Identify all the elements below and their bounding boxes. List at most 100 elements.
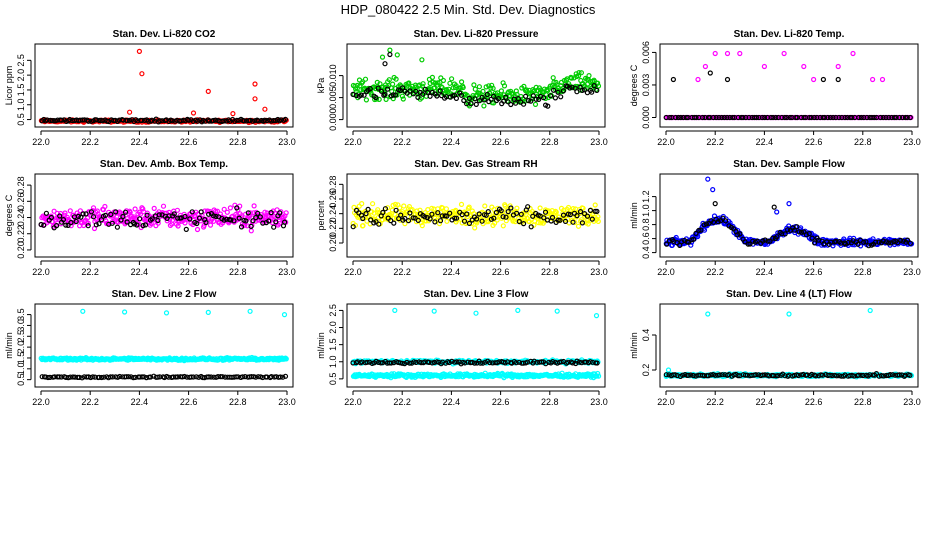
point-pass-2 [594, 208, 600, 214]
y-tick-label: 0.005 [328, 86, 338, 109]
panel-ambbox: Stan. Dev. Amb. Box Temp.degrees C22.0 22… [4, 159, 296, 277]
point-pass-2 [479, 218, 485, 224]
point-outlier [781, 50, 787, 57]
point-pass-2 [210, 213, 217, 219]
plot-frame [659, 43, 919, 128]
point-pass-2 [375, 85, 381, 91]
point-pass-2 [863, 239, 869, 245]
point-pass-1 [595, 218, 601, 224]
x-tick-label: 22.0 [32, 267, 50, 277]
point-pass-1 [483, 84, 489, 90]
point-outlier [695, 76, 701, 83]
point-pass-2 [487, 360, 493, 366]
point-pass-2 [407, 210, 413, 216]
point-pass-1 [472, 225, 478, 231]
y-axis: 0.51.01.52.02.53.03.5 [16, 308, 32, 386]
point-pass-2 [476, 211, 482, 217]
point-pass-2 [811, 114, 817, 121]
point-pass-2 [268, 210, 274, 216]
point-pass-2 [753, 114, 760, 121]
point-pass-2 [685, 372, 692, 378]
x-tick-label: 22.0 [344, 267, 362, 277]
x-tick-label: 22.0 [657, 397, 675, 407]
point-outlier [710, 187, 716, 193]
point-pass-2 [579, 87, 585, 94]
x-tick-label: 22.2 [81, 137, 99, 147]
point-pass-2 [904, 237, 911, 243]
point-pass-2 [522, 93, 529, 99]
point-pass-2 [795, 372, 802, 379]
point-pass-2 [273, 219, 279, 225]
y-axis-label: degrees C [4, 194, 14, 236]
panel-temp: Stan. Dev. Li-820 Temp. degrees C 22.0 22.2… [629, 29, 921, 147]
point-pass-1 [386, 77, 392, 83]
point-pass-2 [144, 212, 150, 218]
y-tick-label: 1.0 [16, 363, 26, 376]
point-outlier [515, 307, 521, 313]
point-pass-2 [266, 218, 272, 224]
x-tick-label: 23.0 [903, 397, 921, 407]
point-pass-1 [440, 77, 446, 84]
point-pass-2 [845, 239, 851, 246]
point-outlier [835, 76, 841, 83]
point-pass-2 [861, 114, 867, 121]
point-pass-2 [774, 234, 780, 240]
y-tick-label: 0.2 [641, 364, 651, 377]
x-tick-label: 22.2 [393, 397, 411, 407]
point-pass-2 [735, 373, 741, 379]
point-pass-2 [699, 114, 706, 121]
point-pass-2 [878, 373, 885, 379]
point-pass-2 [169, 118, 175, 124]
point-pass-2 [719, 372, 725, 378]
point-pass-2 [745, 241, 751, 247]
x-tick-label: 22.4 [443, 397, 461, 407]
point-pass-2 [219, 374, 226, 380]
point-pass-1 [174, 207, 180, 213]
point-pass-2 [453, 215, 460, 221]
point-pass-2 [589, 216, 595, 222]
point-pass-2 [708, 372, 714, 378]
point-pass-2 [404, 359, 410, 365]
x-tick-label: 22.0 [32, 137, 50, 147]
point-pass-2 [873, 371, 880, 377]
point-pass-2 [388, 360, 394, 366]
point-pass-2 [889, 372, 896, 378]
point-pass-1 [585, 221, 591, 227]
y-tick-label: 2.5 [16, 54, 26, 67]
point-pass-1 [137, 211, 144, 217]
point-pass-2 [113, 209, 119, 215]
point-pass-2 [891, 114, 898, 121]
plot-frame [346, 303, 606, 388]
point-pass-2 [849, 114, 855, 121]
point-pass-2 [827, 114, 834, 121]
x-tick-label: 22.4 [756, 267, 774, 277]
point-pass-2 [234, 205, 240, 211]
point-pass-1 [514, 205, 520, 211]
y-tick-label: 0.6 [641, 232, 651, 245]
point-outlier [665, 367, 672, 373]
x-tick-label: 22.8 [854, 397, 872, 407]
point-pass-1 [425, 207, 431, 213]
point-pass-2 [663, 241, 670, 247]
point-pass-2 [896, 114, 903, 121]
point-pass-2 [679, 372, 686, 378]
point-pass-2 [904, 114, 910, 121]
y-axis: 0.40.60.81.01.2 [641, 190, 657, 259]
point-pass-1 [492, 220, 498, 226]
panel-line3: Stan. Dev. Line 3 Flow ml/min 22.0 22.2 22.4… [316, 289, 608, 407]
point-pass-2 [719, 114, 725, 121]
point-pass-2 [540, 94, 547, 101]
y-tick-label: 2.0 [328, 321, 338, 334]
point-pass-1 [580, 205, 586, 211]
point-pass-2 [858, 372, 864, 378]
y-axis-label: Licor ppm [4, 66, 14, 106]
x-axis: 22.0 22.2 22.4 22.6 22.8 23.0 [32, 130, 296, 147]
y-tick-label: 0.003 [641, 74, 651, 97]
point-pass-2 [887, 372, 893, 378]
point-pass-2 [139, 117, 145, 124]
point-pass-2 [235, 374, 241, 380]
x-tick-label: 22.8 [854, 267, 872, 277]
point-pass-1 [360, 79, 366, 85]
point-pass-2 [782, 114, 788, 121]
